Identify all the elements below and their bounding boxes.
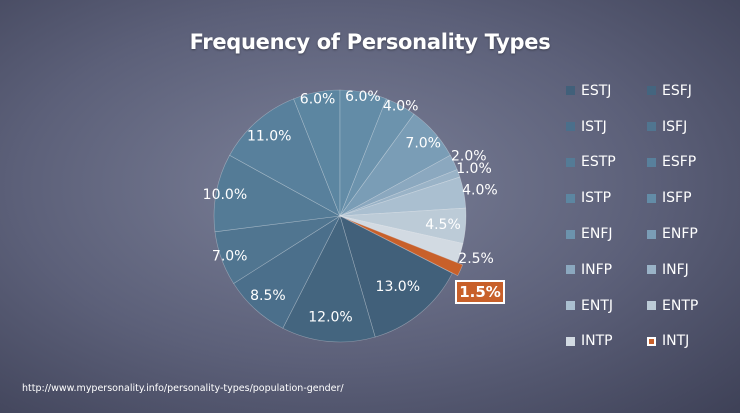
legend-item-infj: INFJ [647, 262, 728, 278]
legend-swatch [566, 301, 575, 311]
legend-swatch [647, 265, 656, 275]
legend-item-estj: ESTJ [566, 83, 647, 99]
legend-label: ISFJ [662, 118, 688, 135]
pie-slice-istp [293, 89, 341, 217]
legend-item-enfp: ENFP [647, 226, 728, 242]
pie-slice-intj [345, 218, 464, 277]
pie-slice-esfp [229, 98, 341, 217]
pie-slice-isfj [214, 215, 341, 284]
legend-row: INTP INTJ [566, 324, 731, 360]
legend-label: ENTJ [581, 297, 613, 314]
pie-slice-entj [339, 176, 467, 217]
legend-swatch [566, 86, 575, 96]
legend-swatch [566, 229, 575, 239]
legend-swatch [647, 301, 656, 311]
legend-row: ISTJ ISFJ [566, 109, 731, 145]
pie-label-esfp: 11.0% [247, 129, 291, 145]
legend-row: ESTP ESFP [566, 145, 731, 181]
pie-labels: 13.0%12.0%8.5%7.0%10.0%11.0%6.0% 6.0%4.0%… [203, 89, 498, 325]
legend-swatch [647, 336, 656, 346]
legend-item-istp: ISTP [566, 190, 647, 206]
legend-swatch [647, 193, 656, 203]
source-note: http://www.mypersonality.info/personalit… [22, 383, 344, 394]
pie-label-istp: 6.0% [300, 91, 336, 107]
pie-slice-isfp [339, 89, 387, 217]
legend-item-entp: ENTP [647, 298, 728, 314]
pie-label-estj: 13.0% [376, 279, 420, 295]
pie-label-isfj: 7.0% [212, 249, 248, 265]
legend-swatch [566, 157, 575, 167]
legend: ESTJ ESFJ ISTJ ISFJ ESTP ESFP ISTP ISFP ENFJ ENFP… [566, 73, 731, 359]
pie-label-estp: 10.0% [203, 187, 247, 203]
pie-slice-estp [213, 154, 341, 233]
legend-label: ESFJ [662, 82, 692, 99]
legend-swatch [566, 193, 575, 203]
legend-row: ENTJ ENTP [566, 288, 731, 324]
legend-item-isfj: ISFJ [647, 119, 728, 135]
legend-item-enfj: ENFJ [566, 226, 647, 242]
legend-row: ENFJ ENFP [566, 216, 731, 252]
pie-slice-enfj [339, 98, 415, 217]
legend-swatch [647, 86, 656, 96]
legend-item-estp: ESTP [566, 154, 647, 170]
legend-row: INFP INFJ [566, 252, 731, 288]
pie-label-esfj: 12.0% [308, 309, 352, 325]
legend-item-esfj: ESFJ [647, 83, 728, 99]
pie-label-entp: 4.5% [425, 217, 461, 233]
legend-swatch [647, 122, 656, 132]
legend-item-infp: INFP [566, 262, 647, 278]
legend-label: ISTP [581, 190, 612, 207]
legend-item-entj: ENTJ [566, 298, 647, 314]
legend-label: ISFP [662, 190, 692, 207]
pie-slice-istj [233, 215, 341, 329]
pie-label-enfp: 7.0% [405, 136, 441, 152]
highlighted-slice-label: 1.5% [455, 280, 505, 304]
legend-row: ESTJ ESFJ [566, 73, 731, 109]
pie-slice-esfj [282, 215, 376, 343]
pie-label-enfj: 4.0% [383, 99, 419, 115]
pie-slice-estj [339, 215, 453, 338]
legend-label: INFP [581, 261, 613, 278]
legend-swatch [647, 229, 656, 239]
legend-label: INTP [581, 333, 613, 350]
legend-label: ESFP [662, 154, 697, 171]
legend-swatch [566, 336, 575, 346]
pie-label-entj: 4.0% [462, 182, 498, 198]
legend-label: ENTP [662, 297, 699, 314]
pie-label-infp: 2.0% [451, 148, 487, 164]
pie-label-intp: 2.5% [458, 251, 494, 267]
pie-label-isfp: 6.0% [345, 89, 381, 105]
pie-label-infj: 1.0% [456, 161, 492, 177]
pie-slice-entp [339, 207, 467, 244]
legend-item-istj: ISTJ [566, 119, 647, 135]
legend-swatch [566, 122, 575, 132]
legend-label: ENFP [662, 226, 698, 243]
pie-label-istj: 8.5% [250, 288, 286, 304]
pie-slice-infj [339, 169, 461, 217]
pie-slice-enfp [339, 113, 451, 217]
pie-slices [213, 89, 467, 343]
chart-title: Frequency of Personality Types [189, 30, 551, 54]
legend-swatch [647, 157, 656, 167]
legend-label: ENFJ [581, 226, 613, 243]
legend-row: ISTP ISFP [566, 180, 731, 216]
legend-label: ISTJ [581, 118, 607, 135]
legend-item-intj: INTJ [647, 333, 728, 349]
legend-swatch [566, 265, 575, 275]
legend-item-intp: INTP [566, 333, 647, 349]
pie-slice-intp [339, 215, 464, 263]
legend-item-esfp: ESFP [647, 154, 728, 170]
legend-item-isfp: ISFP [647, 190, 728, 206]
legend-label: ESTP [581, 154, 616, 171]
legend-label: INFJ [662, 261, 689, 278]
pie-slice-infp [339, 154, 458, 217]
legend-label: ESTJ [581, 82, 612, 99]
legend-label: INTJ [662, 333, 690, 350]
